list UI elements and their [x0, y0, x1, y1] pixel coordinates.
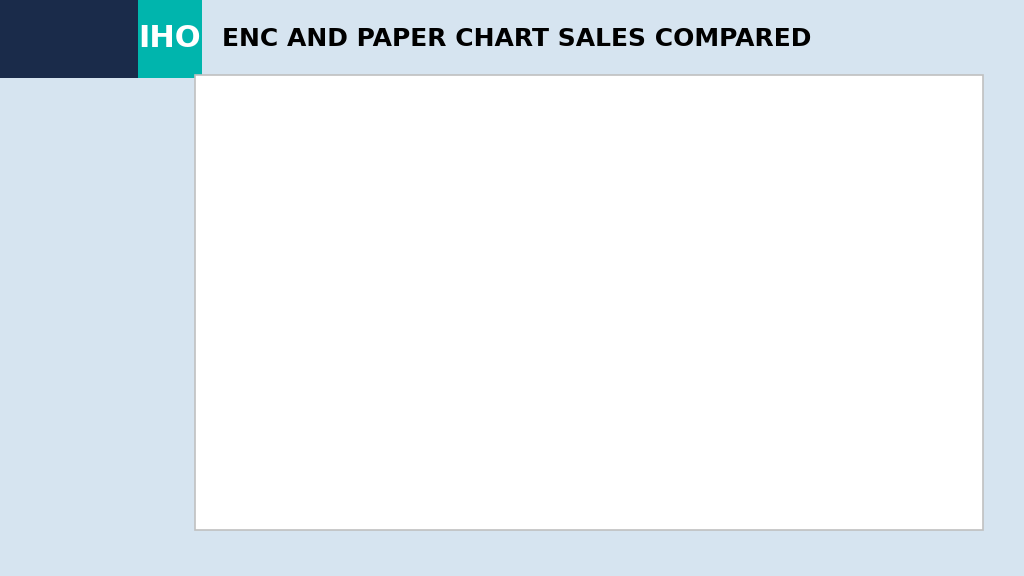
Bar	[596, 332, 618, 435]
Bar	[355, 389, 378, 435]
Bar	[739, 404, 762, 435]
Bar	[860, 408, 883, 435]
Bar	[800, 407, 822, 435]
Bar	[679, 399, 702, 435]
Bar	[416, 382, 438, 435]
Bar	[317, 388, 341, 435]
Bar	[618, 396, 642, 435]
Bar	[777, 193, 800, 435]
Bar	[717, 268, 739, 435]
Text: ENC AND PAPER CHART SALES COMPARED: ENC AND PAPER CHART SALES COMPARED	[222, 27, 812, 51]
Bar	[475, 372, 499, 435]
Bar	[656, 306, 679, 435]
Bar	[438, 391, 461, 435]
Bar	[897, 163, 921, 435]
Bar	[536, 350, 559, 435]
Bar	[837, 167, 860, 435]
Text: IHO: IHO	[138, 24, 202, 54]
Title: ENC and Paper Chart Sales 2008-2018: ENC and Paper Chart Sales 2008-2018	[460, 107, 779, 126]
Bar	[378, 394, 400, 435]
Legend: ENC, All Paper: ENC, All Paper	[294, 175, 379, 216]
Bar	[559, 393, 582, 435]
Bar	[499, 391, 521, 435]
Bar	[295, 399, 317, 435]
Bar	[921, 411, 943, 435]
